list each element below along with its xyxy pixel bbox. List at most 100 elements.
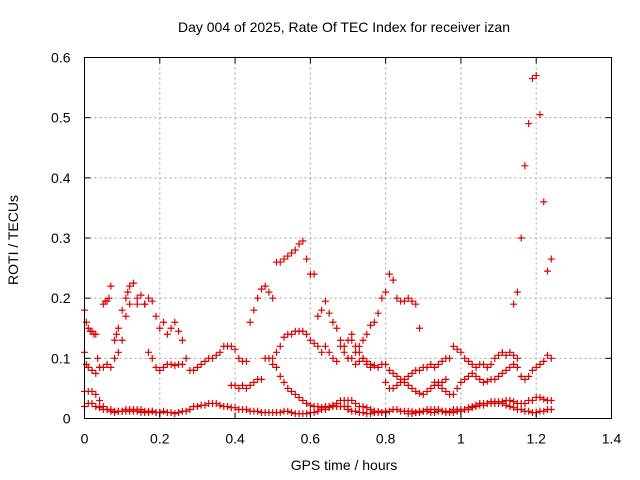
data-point [276,258,284,266]
data-point [472,372,480,380]
data-point [288,387,296,395]
data-point [348,396,356,404]
data-point [400,297,408,305]
data-point [182,354,190,362]
data-point [449,342,457,350]
data-point [175,327,183,335]
data-point [272,363,280,371]
data-point [321,405,329,413]
data-point [382,288,390,296]
data-point [370,318,378,326]
data-point [416,389,424,397]
data-point [382,360,390,368]
data-point [513,363,521,371]
data-point [88,387,96,395]
data-point [427,360,435,368]
data-point [303,255,311,263]
data-point [197,360,205,368]
series-satellite-b [81,300,250,377]
data-point [367,321,375,329]
data-point [288,408,296,416]
data-point [310,339,318,347]
data-point [367,410,375,418]
data-point [416,408,424,416]
y-tick-label: 0.5 [51,110,71,126]
data-point [423,363,431,371]
data-point [374,363,382,371]
data-point [272,348,280,356]
data-point [306,336,314,344]
data-point [224,402,232,410]
data-point [284,384,292,392]
y-tick-label: 0.2 [51,290,71,306]
data-point [355,357,363,365]
data-point [431,378,439,386]
data-point [359,336,367,344]
data-point [483,377,491,385]
data-point [540,395,548,403]
data-point [363,357,371,365]
data-point [547,255,555,263]
data-point [295,240,303,248]
data-point [284,252,292,260]
data-point [502,401,510,409]
data-point [404,381,412,389]
data-point [201,401,209,409]
data-point [92,402,100,410]
data-point [114,348,122,356]
data-point [502,366,510,374]
data-point [82,318,90,326]
data-point [303,410,311,418]
data-point [148,407,156,415]
data-point [408,369,416,377]
data-point [513,354,521,362]
series-satellite-i [431,351,555,398]
series-satellite-h [382,342,521,392]
data-point [235,354,243,362]
data-point [235,384,243,392]
data-point [105,294,113,302]
data-point [389,369,397,377]
data-point [303,399,311,407]
series-satellite-e [269,360,390,416]
data-point [133,300,141,308]
data-point [112,330,120,338]
data-point [363,330,371,338]
data-point [453,384,461,392]
data-point [321,342,329,350]
data-point [423,387,431,395]
data-point [318,348,326,356]
y-tick-label: 0.3 [51,230,71,246]
data-point [284,407,292,415]
data-point [367,360,375,368]
data-point [457,378,465,386]
data-point [242,405,250,413]
data-point [254,407,262,415]
data-point [540,407,548,415]
data-point [246,381,254,389]
data-point [446,354,454,362]
data-point [464,405,472,413]
chart-title: Day 004 of 2025, Rate Of TEC Index for r… [178,19,510,35]
data-point [528,396,536,404]
data-point [427,384,435,392]
data-point [348,354,356,362]
data-point [536,111,544,119]
data-point [416,324,424,332]
data-point [517,372,525,380]
data-point [171,362,179,370]
data-point [122,312,130,320]
data-point [352,348,360,356]
data-point [525,120,533,128]
data-point [385,366,393,374]
data-point [250,378,258,386]
data-point [468,360,476,368]
data-point [291,246,299,254]
data-point [400,375,408,383]
data-point [299,396,307,404]
data-point [449,408,457,416]
data-point [521,399,529,407]
series-satellite-j [510,72,555,308]
data-point [513,288,521,296]
